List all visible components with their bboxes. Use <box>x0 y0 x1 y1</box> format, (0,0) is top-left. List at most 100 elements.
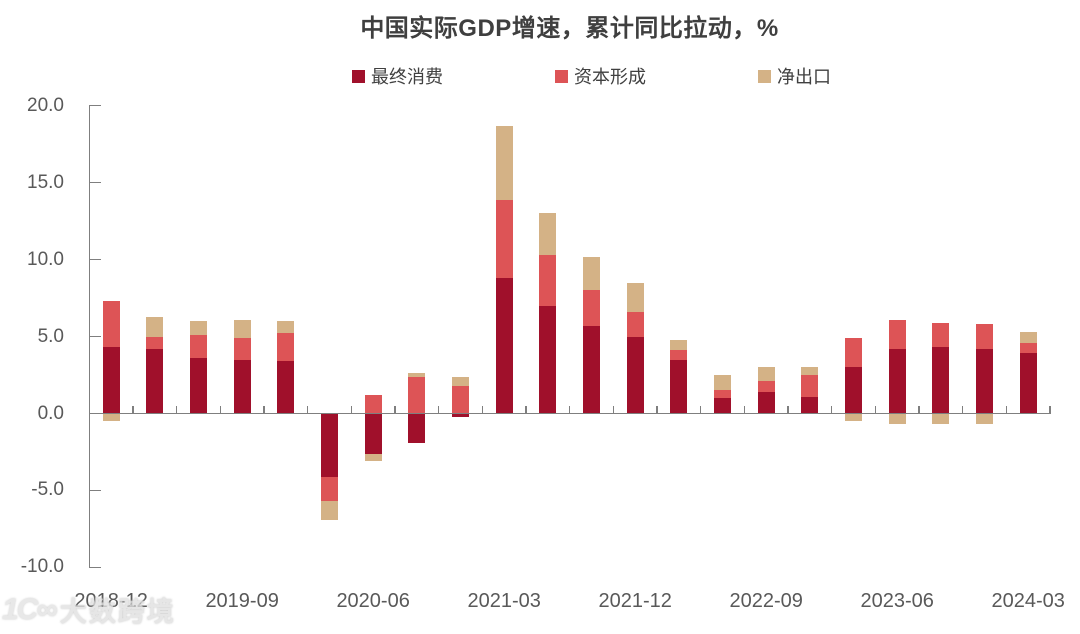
y-axis-label: -5.0 <box>31 479 64 501</box>
bar-segment-2023-06 <box>888 413 906 425</box>
x-axis-label: 2023-06 <box>860 590 934 612</box>
bar-segment-2020-09 <box>408 376 426 414</box>
x-axis-tick <box>568 405 571 414</box>
bar-segment-2021-12 <box>626 336 644 414</box>
bar-segment-2019-09 <box>233 319 251 339</box>
x-axis-tick <box>1049 405 1051 414</box>
x-axis-tick <box>437 405 440 414</box>
bar-segment-2023-03 <box>845 367 863 414</box>
bar-segment-2022-12 <box>801 396 819 414</box>
bar-segment-2020-12 <box>451 385 469 414</box>
bar-segment-2023-12 <box>976 413 994 425</box>
bar-segment-2021-03 <box>495 278 513 414</box>
bar-segment-2020-03 <box>320 413 338 477</box>
bar-segment-2020-06 <box>364 453 382 462</box>
bar-segment-2019-03 <box>146 348 164 414</box>
y-axis-label: 0.0 <box>37 402 64 424</box>
x-axis-tick <box>175 405 178 414</box>
bar-segment-2022-03 <box>670 350 688 360</box>
bar-segment-2021-09 <box>583 290 600 326</box>
x-axis-tick <box>612 405 615 414</box>
bar-segment-2023-12 <box>976 324 994 349</box>
y-axis-label: 10.0 <box>27 248 64 270</box>
x-axis-label: 2019-09 <box>205 590 279 612</box>
x-axis-tick <box>481 405 484 414</box>
x-axis-tick <box>961 405 964 414</box>
bar-segment-2023-06 <box>888 348 906 414</box>
x-axis-tick <box>830 405 833 414</box>
bar-segment-2019-06 <box>189 335 207 359</box>
bar-segment-2020-03 <box>320 476 338 502</box>
bar-segment-2020-12 <box>451 413 469 417</box>
bar-segment-2020-06 <box>364 413 382 454</box>
y-axis-tick <box>88 489 101 492</box>
bar-segment-2018-12 <box>102 413 120 422</box>
x-axis-label: 2018-12 <box>74 590 148 612</box>
bar-segment-2022-09 <box>757 367 775 382</box>
y-axis-label: 20.0 <box>27 94 64 116</box>
bar-segment-2018-12 <box>102 347 120 414</box>
bar-segment-2024-03 <box>1019 353 1037 414</box>
x-axis-tick <box>699 405 702 414</box>
bar-segment-2021-03 <box>495 199 513 279</box>
bar-segment-2018-12 <box>102 301 120 348</box>
bar-segment-2022-03 <box>670 339 688 351</box>
legend-item-capital-formation: 资本形成 <box>555 67 646 87</box>
x-axis-tick <box>918 405 920 414</box>
bar-segment-2019-12 <box>277 321 295 334</box>
bar-segment-2024-03 <box>1019 331 1037 343</box>
bar-segment-2019-03 <box>146 336 164 349</box>
bar-segment-2022-12 <box>801 367 819 376</box>
bar-segment-2023-03 <box>845 413 863 422</box>
legend-swatch-net-exports-icon <box>758 69 771 83</box>
chart-title: 中国实际GDP增速，累计同比拉动，% <box>360 15 779 42</box>
legend-swatch-consumption-icon <box>352 69 365 83</box>
bar-segment-2022-12 <box>801 375 819 397</box>
bar-segment-2019-12 <box>277 333 295 362</box>
bar-segment-2021-12 <box>626 282 644 312</box>
y-axis-label: 5.0 <box>37 325 64 347</box>
bar-segment-2021-03 <box>495 125 513 200</box>
y-axis-tick <box>88 181 101 184</box>
bar-segment-2024-03 <box>1019 342 1037 354</box>
bar-segment-2021-09 <box>583 256 600 291</box>
y-axis-label: 15.0 <box>27 171 64 193</box>
bar-segment-2020-06 <box>364 395 382 414</box>
y-axis-tick <box>88 104 101 107</box>
x-axis-tick <box>394 405 396 414</box>
y-axis-tick <box>88 335 101 338</box>
x-axis-label: 2020-06 <box>336 590 410 612</box>
x-axis-tick <box>88 405 91 414</box>
bar-segment-2021-09 <box>583 325 600 414</box>
bar-segment-2019-09 <box>233 359 251 414</box>
x-axis-tick <box>787 405 789 414</box>
x-axis-tick <box>306 405 309 414</box>
bar-segment-2023-12 <box>976 348 994 414</box>
legend-label-consumption: 最终消费 <box>371 67 443 87</box>
bar-segment-2021-12 <box>626 311 644 337</box>
bar-segment-2023-09 <box>932 322 950 348</box>
bar-segment-2021-06 <box>539 305 557 414</box>
y-axis-tick <box>88 566 101 569</box>
bar-segment-2019-09 <box>233 338 251 360</box>
legend-label-capital-formation: 资本形成 <box>574 67 646 87</box>
x-axis-tick <box>263 405 265 414</box>
bar-segment-2022-03 <box>670 359 688 414</box>
bar-segment-2019-12 <box>277 361 295 414</box>
x-axis-label: 2022-09 <box>729 590 803 612</box>
bar-segment-2023-06 <box>888 319 906 349</box>
bar-segment-2020-09 <box>408 373 426 377</box>
x-axis-label: 2021-12 <box>598 590 672 612</box>
bar-segment-2022-09 <box>757 391 775 414</box>
y-axis-tick <box>88 258 101 261</box>
x-axis-tick <box>219 405 222 414</box>
bar-segment-2019-06 <box>189 358 207 414</box>
bar-segment-2021-06 <box>539 213 557 255</box>
bar-segment-2019-03 <box>146 316 164 337</box>
y-axis-label: -10.0 <box>20 556 64 578</box>
x-axis-tick <box>132 405 134 414</box>
bar-segment-2022-06 <box>714 398 731 414</box>
x-axis-tick <box>1005 405 1008 414</box>
